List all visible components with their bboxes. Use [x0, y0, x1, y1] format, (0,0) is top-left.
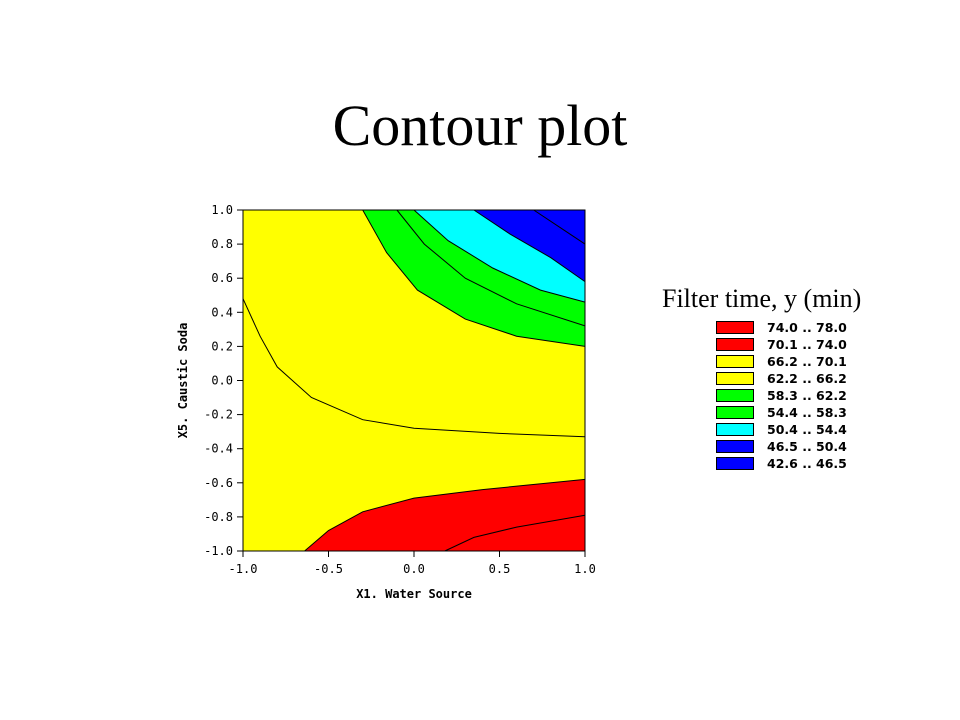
legend-item: 66.2 .. 70.1	[716, 353, 847, 370]
slide-title: Contour plot	[332, 93, 628, 158]
y-tick-label: 0.2	[211, 339, 233, 353]
legend-swatch	[716, 406, 754, 419]
contour-line	[396, 209, 586, 327]
contour-region-red	[304, 479, 585, 551]
legend-swatch	[716, 321, 754, 334]
legend-label: 54.4 .. 58.3	[767, 405, 847, 420]
contour-lines	[242, 209, 586, 552]
legend-swatch	[716, 389, 754, 402]
x-axis-label: X1. Water Source	[356, 587, 472, 601]
x-tick-label: -0.5	[314, 562, 343, 576]
legend-item: 58.3 .. 62.2	[716, 387, 847, 404]
legend-item: 50.4 .. 54.4	[716, 421, 847, 438]
legend-label: 58.3 .. 62.2	[767, 388, 847, 403]
contour-line	[242, 298, 586, 438]
x-tick-label: 0.0	[403, 562, 425, 576]
y-tick-label: 0.8	[211, 237, 233, 251]
contour-line	[473, 209, 586, 283]
legend-item: 46.5 .. 50.4	[716, 438, 847, 455]
y-tick-label: -0.8	[204, 510, 233, 524]
legend-item: 62.2 .. 66.2	[716, 370, 847, 387]
legend-label: 74.0 .. 78.0	[767, 320, 847, 335]
legend-label: 70.1 .. 74.0	[767, 337, 847, 352]
x-tick-label: 1.0	[574, 562, 596, 576]
legend-swatch	[716, 457, 754, 470]
x-tick-label: 0.5	[489, 562, 511, 576]
legend-swatch	[716, 423, 754, 436]
legend-title: Filter time, y (min)	[662, 284, 862, 313]
contour-line	[362, 209, 586, 347]
y-tick-label: -0.6	[204, 476, 233, 490]
y-tick-label: -0.2	[204, 408, 233, 422]
y-axis-label: X5. Caustic Soda	[176, 323, 190, 439]
contour-line	[304, 478, 586, 552]
legend-swatch	[716, 355, 754, 368]
legend-label: 42.6 .. 46.5	[767, 456, 847, 471]
y-tick-label: 0.6	[211, 271, 233, 285]
y-tick-label: 1.0	[211, 203, 233, 217]
y-tick-label: 0.4	[211, 305, 233, 319]
legend: 74.0 .. 78.0 70.1 .. 74.0 66.2 .. 70.1 62.2…	[716, 319, 847, 472]
y-tick-label: -0.4	[204, 442, 233, 456]
legend-label: 62.2 .. 66.2	[767, 371, 847, 386]
legend-item: 74.0 .. 78.0	[716, 319, 847, 336]
contour-line	[533, 209, 586, 245]
legend-label: 50.4 .. 54.4	[767, 422, 847, 437]
x-tick-label: -1.0	[229, 562, 258, 576]
legend-label: 46.5 .. 50.4	[767, 439, 847, 454]
legend-swatch	[716, 440, 754, 453]
contour-line	[444, 514, 586, 552]
legend-item: 54.4 .. 58.3	[716, 404, 847, 421]
legend-swatch	[716, 338, 754, 351]
legend-swatch	[716, 372, 754, 385]
contour-line	[413, 209, 586, 303]
legend-item: 70.1 .. 74.0	[716, 336, 847, 353]
legend-label: 66.2 .. 70.1	[767, 354, 847, 369]
y-axis-ticks: 1.0 0.8 0.6 0.4 0.2 0.0 -0.2 -0.4 -0.6 -0.8 -1.0	[204, 203, 243, 558]
contour-regions	[243, 210, 585, 551]
legend-item: 42.6 .. 46.5	[716, 455, 847, 472]
x-axis-ticks: -1.0 -0.5 0.0 0.5 1.0	[229, 551, 596, 576]
y-tick-label: 0.0	[211, 374, 233, 388]
y-tick-label: -1.0	[204, 544, 233, 558]
